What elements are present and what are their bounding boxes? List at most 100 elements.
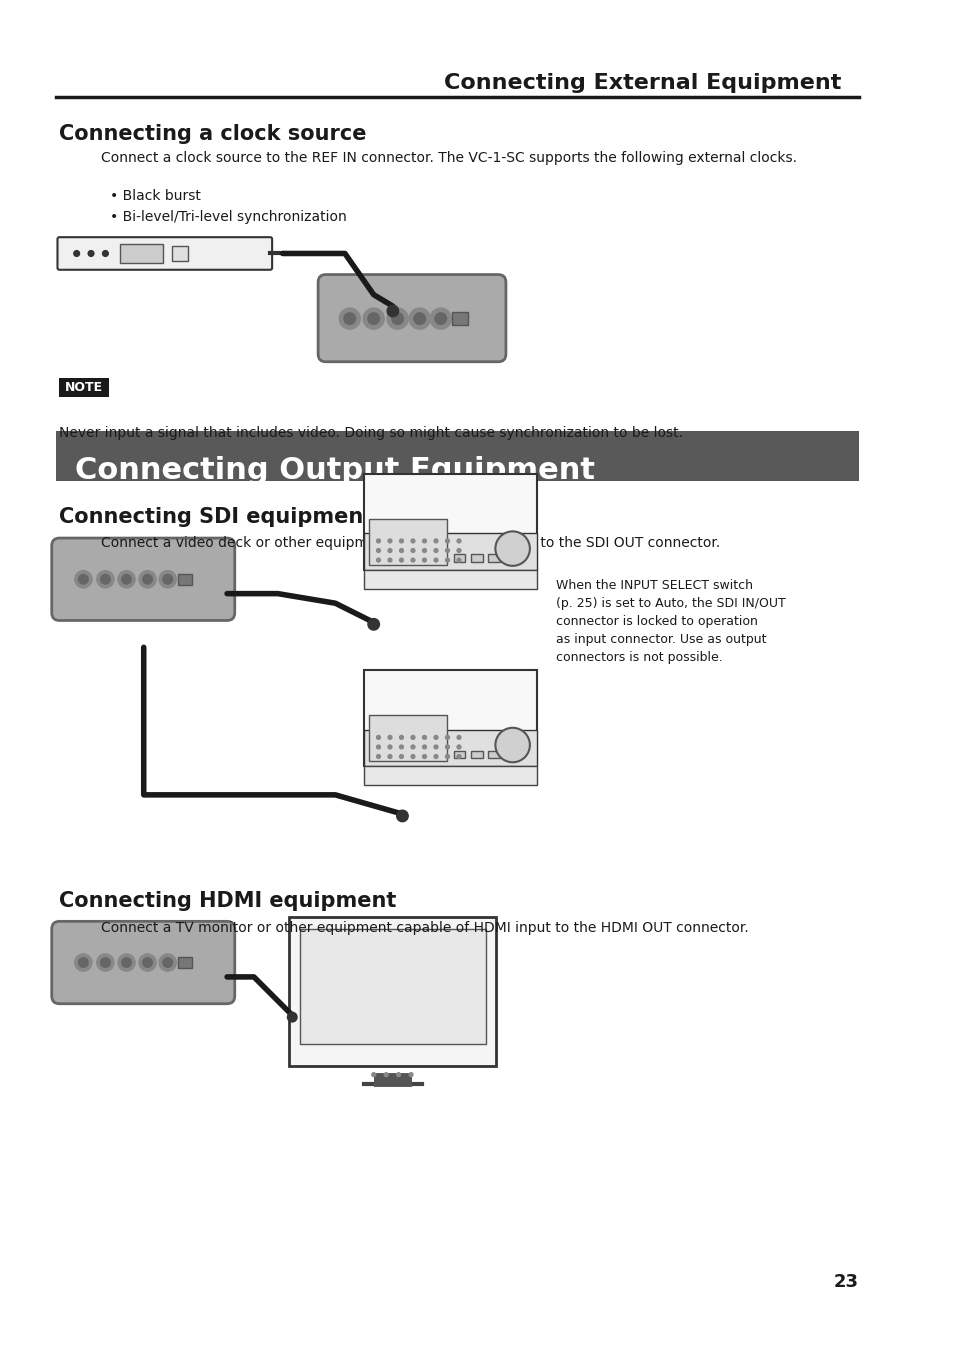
Circle shape: [456, 735, 460, 739]
Circle shape: [414, 313, 425, 325]
Circle shape: [100, 574, 111, 584]
FancyBboxPatch shape: [51, 921, 234, 1003]
Bar: [178, 957, 192, 968]
Bar: [172, 246, 188, 261]
Bar: [471, 750, 482, 758]
Circle shape: [495, 531, 529, 566]
Bar: [55, 431, 858, 481]
Circle shape: [376, 539, 380, 543]
Circle shape: [411, 539, 415, 543]
Circle shape: [435, 313, 446, 325]
Text: Connecting a clock source: Connecting a clock source: [59, 125, 367, 144]
Circle shape: [434, 745, 437, 749]
Circle shape: [445, 735, 449, 739]
Circle shape: [287, 1013, 296, 1022]
Circle shape: [78, 574, 88, 584]
Circle shape: [376, 548, 380, 552]
FancyBboxPatch shape: [317, 275, 505, 362]
Circle shape: [396, 810, 408, 822]
Bar: [369, 519, 446, 565]
Text: Never input a signal that includes video. Doing so might cause synchronization t: Never input a signal that includes video…: [59, 427, 682, 440]
Circle shape: [411, 745, 415, 749]
Circle shape: [96, 570, 114, 588]
Text: Connect a video deck or other equipment capable of SDI input to the SDI OUT conn: Connect a video deck or other equipment …: [100, 536, 720, 550]
Bar: [471, 554, 482, 562]
Circle shape: [422, 558, 426, 562]
Bar: [452, 311, 467, 325]
Circle shape: [387, 305, 398, 317]
Circle shape: [411, 754, 415, 758]
Circle shape: [143, 957, 152, 967]
Circle shape: [422, 539, 426, 543]
Bar: [299, 929, 485, 1044]
Text: Connecting HDMI equipment: Connecting HDMI equipment: [59, 891, 396, 911]
Circle shape: [143, 574, 152, 584]
Bar: [364, 533, 536, 570]
FancyBboxPatch shape: [289, 917, 496, 1066]
Bar: [369, 715, 446, 761]
Circle shape: [363, 309, 384, 329]
Circle shape: [422, 754, 426, 758]
Circle shape: [422, 735, 426, 739]
Circle shape: [399, 548, 403, 552]
Bar: [178, 574, 192, 585]
Circle shape: [409, 309, 430, 329]
Circle shape: [434, 539, 437, 543]
Circle shape: [388, 548, 392, 552]
Circle shape: [456, 754, 460, 758]
Circle shape: [376, 754, 380, 758]
Bar: [364, 670, 536, 766]
Circle shape: [445, 548, 449, 552]
Text: Connect a clock source to the REF IN connector. The VC-1-SC supports the followi: Connect a clock source to the REF IN con…: [100, 150, 796, 165]
Circle shape: [159, 570, 176, 588]
Circle shape: [422, 548, 426, 552]
Bar: [488, 750, 499, 758]
Circle shape: [399, 735, 403, 739]
Circle shape: [73, 250, 79, 256]
Bar: [364, 766, 536, 785]
Circle shape: [384, 1072, 388, 1076]
Bar: [454, 750, 465, 758]
Circle shape: [399, 558, 403, 562]
Circle shape: [388, 558, 392, 562]
Bar: [364, 474, 536, 570]
Circle shape: [388, 745, 392, 749]
Text: NOTE: NOTE: [65, 380, 103, 394]
Circle shape: [388, 735, 392, 739]
Circle shape: [434, 548, 437, 552]
Circle shape: [74, 570, 91, 588]
Circle shape: [78, 957, 88, 967]
Text: Connecting External Equipment: Connecting External Equipment: [443, 73, 841, 93]
Text: • Bi-level/Tri-level synchronization: • Bi-level/Tri-level synchronization: [111, 210, 347, 225]
Circle shape: [434, 754, 437, 758]
Circle shape: [376, 735, 380, 739]
Circle shape: [339, 309, 360, 329]
Circle shape: [422, 745, 426, 749]
Circle shape: [118, 955, 135, 971]
Circle shape: [376, 558, 380, 562]
Circle shape: [434, 735, 437, 739]
Circle shape: [409, 1072, 413, 1076]
Circle shape: [411, 548, 415, 552]
Circle shape: [368, 313, 379, 325]
Circle shape: [372, 1072, 375, 1076]
Bar: [488, 554, 499, 562]
Circle shape: [96, 955, 114, 971]
Bar: [454, 554, 465, 562]
Bar: [364, 570, 536, 589]
FancyBboxPatch shape: [59, 378, 110, 397]
Circle shape: [122, 574, 132, 584]
Circle shape: [118, 570, 135, 588]
Circle shape: [102, 250, 108, 256]
Circle shape: [430, 309, 451, 329]
Text: Connecting Output Equipment: Connecting Output Equipment: [74, 456, 594, 485]
Circle shape: [456, 548, 460, 552]
Circle shape: [396, 1072, 400, 1076]
Text: When the INPUT SELECT switch
(p. 25) is set to Auto, the SDI IN/OUT
connector is: When the INPUT SELECT switch (p. 25) is …: [556, 580, 784, 665]
Circle shape: [456, 745, 460, 749]
Circle shape: [445, 539, 449, 543]
Circle shape: [387, 309, 408, 329]
Circle shape: [376, 745, 380, 749]
Circle shape: [445, 754, 449, 758]
Circle shape: [495, 728, 529, 762]
